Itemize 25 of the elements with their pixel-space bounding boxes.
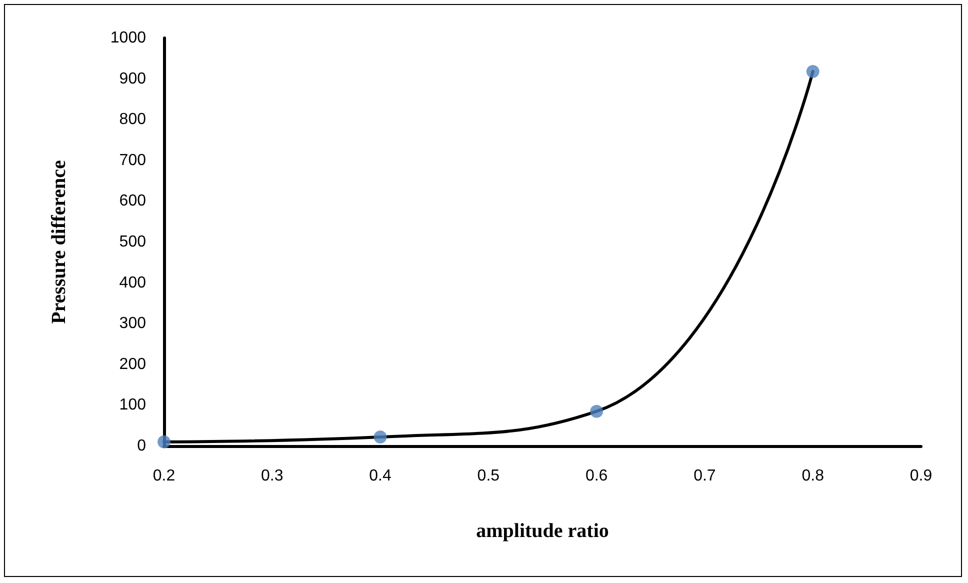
point [374, 430, 387, 444]
x-tick-label: 0.4 [369, 468, 392, 484]
y-tick-label: 100 [119, 396, 146, 414]
y-tick-label: 800 [119, 111, 146, 128]
x-tick-label: 0.7 [694, 468, 716, 484]
x-tick-label: 0.6 [585, 468, 608, 484]
point [158, 435, 170, 448]
y-tick-label: 0 [137, 438, 146, 454]
x-tick-label: 0.9 [910, 468, 932, 484]
y-axis-title: Pressure difference [48, 160, 70, 324]
x-tick-label: 0.2 [152, 468, 176, 484]
x-tick-label: 0.8 [802, 468, 824, 484]
y-tick-label: 300 [119, 315, 146, 332]
y-tick-label: 1000 [110, 30, 146, 46]
y-tick-label: 400 [119, 274, 146, 292]
point [806, 64, 820, 78]
point [590, 404, 604, 418]
y-tick-label: 700 [119, 152, 146, 169]
x-tick-label: 0.5 [477, 468, 500, 484]
x-axis-title: amplitude ratio [476, 520, 609, 542]
y-tick-label: 200 [119, 356, 146, 373]
x-tick-label: 0.3 [261, 468, 284, 484]
y-tick-label: 600 [119, 192, 146, 210]
y-tick-label: 500 [119, 234, 146, 250]
y-tick-label: 900 [119, 70, 146, 88]
